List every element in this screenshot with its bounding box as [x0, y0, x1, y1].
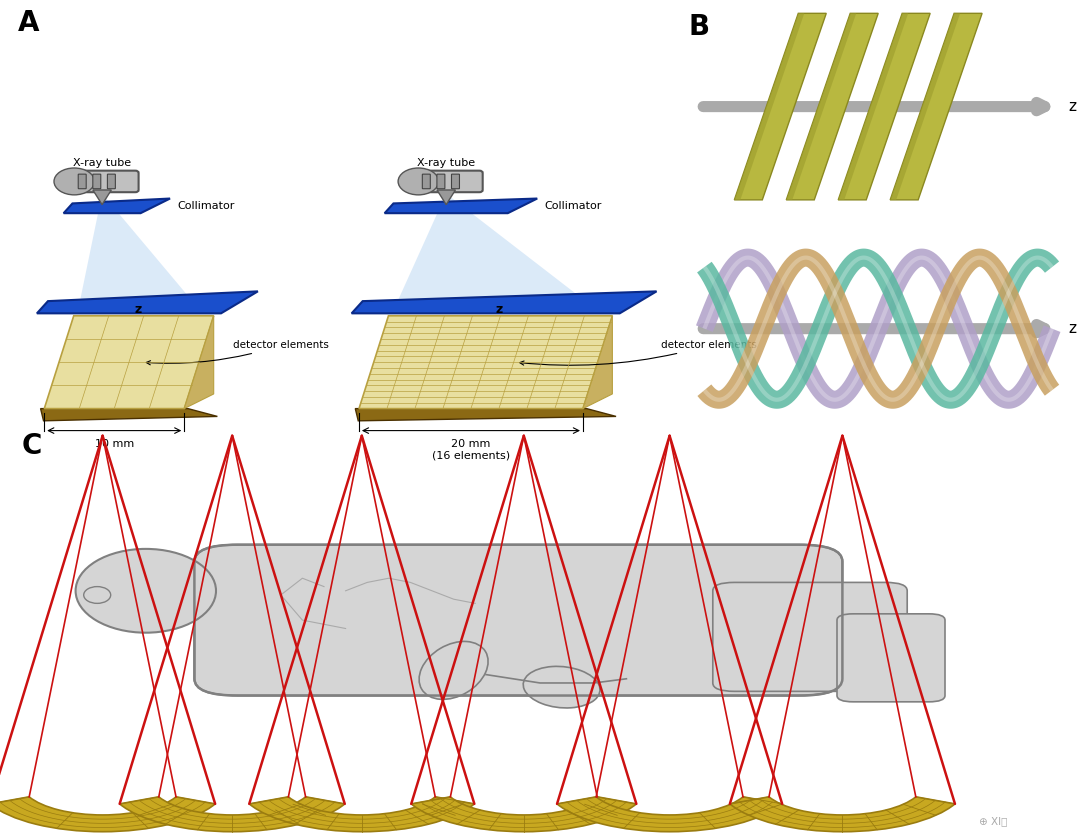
- FancyBboxPatch shape: [205, 595, 281, 645]
- FancyBboxPatch shape: [437, 174, 445, 189]
- Polygon shape: [838, 13, 930, 200]
- Ellipse shape: [605, 561, 778, 645]
- Ellipse shape: [84, 587, 111, 603]
- Text: detector elements: detector elements: [146, 340, 329, 365]
- Ellipse shape: [76, 549, 216, 633]
- FancyBboxPatch shape: [409, 171, 483, 192]
- Polygon shape: [392, 194, 602, 313]
- FancyBboxPatch shape: [837, 613, 945, 702]
- Circle shape: [54, 168, 95, 195]
- Polygon shape: [93, 190, 111, 204]
- FancyBboxPatch shape: [93, 174, 100, 189]
- Polygon shape: [734, 13, 826, 200]
- Text: 20 mm
(16 elements): 20 mm (16 elements): [432, 439, 510, 461]
- Text: X-ray tube: X-ray tube: [417, 158, 475, 168]
- Ellipse shape: [523, 666, 600, 708]
- Text: C: C: [22, 432, 42, 459]
- Text: Collimator: Collimator: [544, 201, 602, 211]
- Circle shape: [399, 168, 438, 195]
- FancyBboxPatch shape: [194, 545, 842, 696]
- FancyBboxPatch shape: [66, 171, 138, 192]
- Text: ⊕ XI区: ⊕ XI区: [980, 816, 1008, 826]
- Polygon shape: [890, 13, 960, 200]
- Text: z: z: [1068, 99, 1076, 114]
- Wedge shape: [0, 797, 215, 831]
- Polygon shape: [78, 194, 203, 313]
- Ellipse shape: [454, 557, 691, 633]
- Ellipse shape: [419, 641, 488, 700]
- Polygon shape: [64, 199, 170, 213]
- FancyBboxPatch shape: [713, 582, 907, 691]
- Wedge shape: [411, 797, 636, 831]
- Text: A: A: [17, 9, 39, 37]
- Text: z: z: [496, 303, 502, 316]
- Polygon shape: [359, 316, 612, 409]
- Polygon shape: [41, 409, 217, 421]
- Text: 10 mm: 10 mm: [95, 439, 134, 449]
- Text: X-ray tube: X-ray tube: [73, 158, 131, 168]
- Polygon shape: [352, 292, 657, 313]
- Polygon shape: [185, 316, 214, 409]
- Polygon shape: [384, 199, 537, 213]
- FancyBboxPatch shape: [78, 174, 86, 189]
- Wedge shape: [120, 797, 345, 831]
- Polygon shape: [890, 13, 982, 200]
- Polygon shape: [437, 190, 456, 204]
- Polygon shape: [734, 13, 805, 200]
- Text: B: B: [688, 13, 710, 41]
- Polygon shape: [786, 13, 856, 200]
- Text: detector elements: detector elements: [519, 340, 757, 365]
- Polygon shape: [786, 13, 878, 200]
- FancyBboxPatch shape: [422, 174, 430, 189]
- Polygon shape: [838, 13, 908, 200]
- Wedge shape: [249, 797, 474, 831]
- Polygon shape: [355, 409, 616, 421]
- Text: z: z: [1068, 321, 1076, 336]
- Wedge shape: [557, 797, 782, 831]
- Polygon shape: [583, 316, 612, 409]
- Text: z: z: [135, 303, 141, 316]
- Ellipse shape: [302, 547, 540, 610]
- Polygon shape: [44, 316, 214, 409]
- FancyBboxPatch shape: [451, 174, 459, 189]
- Text: Collimator: Collimator: [177, 201, 234, 211]
- FancyBboxPatch shape: [107, 174, 116, 189]
- Polygon shape: [37, 292, 258, 313]
- Wedge shape: [730, 797, 955, 831]
